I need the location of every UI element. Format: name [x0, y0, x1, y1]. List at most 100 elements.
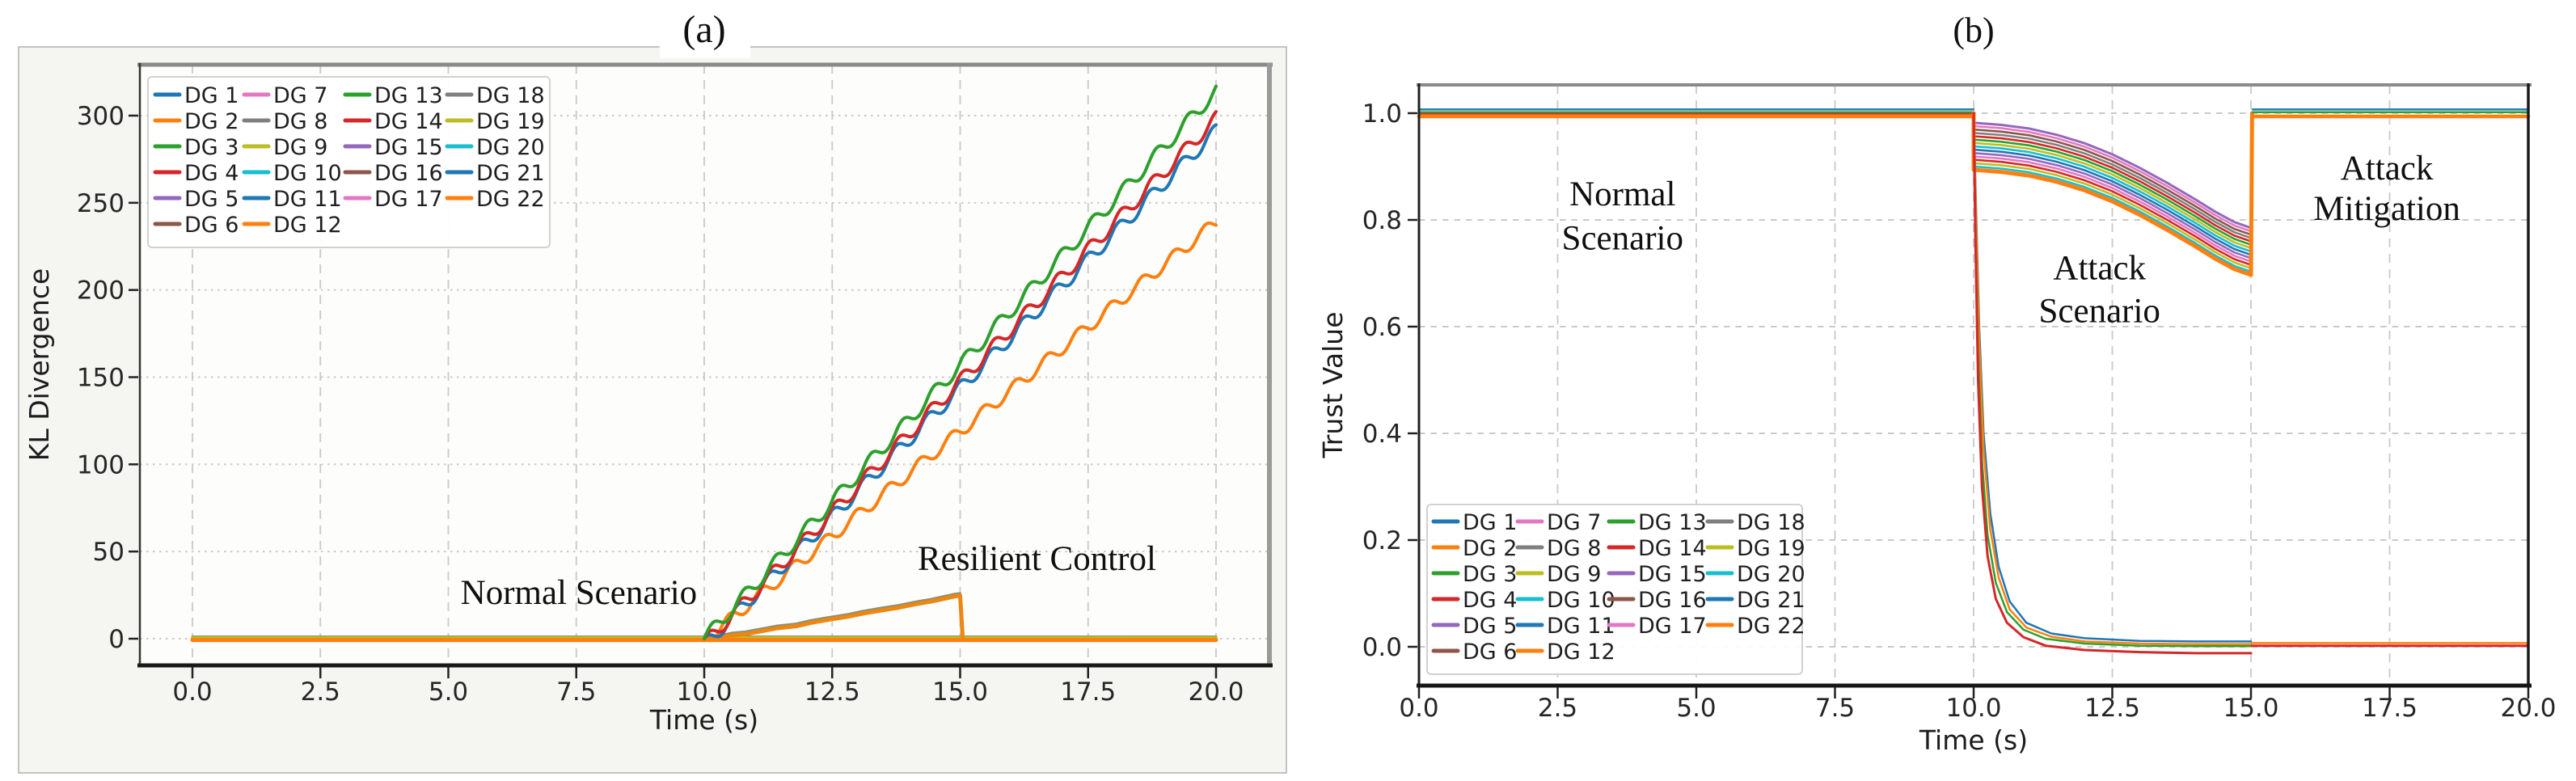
x-tick-label: 12.5 — [804, 678, 860, 707]
x-tick-label: 20.0 — [1188, 678, 1244, 707]
annotation-resilient-control: Resilient Control — [918, 540, 1156, 578]
trust-band-8 — [1972, 112, 2253, 256]
x-tick-label: 0.0 — [1399, 694, 1438, 723]
figure-b: 0.0 2.5 5.0 7.5 10.0 12.5 15.0 17.5 20.0 0.0 0.2 0.… — [1317, 11, 2557, 756]
y-axis-label-a: KL Divergence — [23, 268, 55, 462]
panel-a-title: (a) — [682, 8, 725, 51]
y-axis-label-b: Trust Value — [1317, 311, 1349, 458]
x-tick-label: 5.0 — [1676, 694, 1716, 723]
figure-a: 0.0 2.5 5.0 7.5 10.0 12.5 15.0 17.5 20.0 0 50 100 15… — [18, 6, 1287, 774]
y-tick-label: 250 — [77, 189, 125, 218]
legend-label: DG 19 — [476, 109, 545, 134]
legend-label: DG 14 — [374, 109, 443, 134]
legend-label: DG 1 — [184, 83, 239, 108]
trust-band-12 — [1972, 112, 2253, 270]
legend-label: DG 11 — [273, 187, 342, 212]
trust-band-1 — [1972, 112, 2253, 233]
legend-label: DG 13 — [374, 83, 443, 108]
resilient-control-shadow — [703, 592, 965, 638]
y-tick-label: 0 — [108, 625, 125, 654]
annotation-normal-scenario: Normal Scenario — [461, 574, 698, 612]
trust-band-0 — [1972, 112, 2253, 230]
title-patch — [660, 6, 750, 58]
y-tick-label: 0.6 — [1362, 313, 1402, 342]
trust-band-6 — [1972, 112, 2253, 250]
annotation-attack-mitigation-line1: Attack — [2341, 150, 2434, 188]
legend-label: DG 22 — [1737, 614, 1805, 639]
kl-ramp-red — [703, 110, 1218, 640]
trust-band-14 — [1971, 111, 2254, 277]
legend-label: DG 12 — [1547, 640, 1615, 665]
legend-label: DG 21 — [476, 161, 545, 186]
trust-band-2 — [1972, 112, 2253, 236]
legend-label: DG 15 — [374, 135, 443, 160]
legend-label: DG 10 — [1547, 588, 1615, 613]
x-tick-label: 10.0 — [676, 678, 732, 707]
legend-label: DG 11 — [1547, 614, 1615, 639]
legend-label: DG 20 — [476, 135, 545, 160]
y-tick-label: 0.0 — [1362, 633, 1402, 662]
annotation-attack-mitigation-line2: Mitigation — [2313, 190, 2460, 228]
legend-label: DG 13 — [1638, 510, 1707, 535]
legend-label: DG 9 — [1547, 562, 1601, 587]
y-tick-label: 300 — [77, 102, 125, 131]
legend-label: DG 17 — [374, 187, 443, 212]
x-tick-label: 7.5 — [556, 678, 596, 707]
x-tick-label: 2.5 — [301, 678, 340, 707]
legend-label: DG 14 — [1638, 536, 1707, 561]
attacked-orange — [1972, 112, 2253, 645]
legend-label: DG 17 — [1638, 614, 1707, 639]
trust-band-13 — [1972, 112, 2253, 273]
annotation-attack-scenario-line2: Scenario — [2039, 293, 2160, 331]
trust-band-4 — [1972, 112, 2253, 243]
y-tick-label: 0.2 — [1362, 526, 1402, 555]
legend-label: DG 16 — [1638, 588, 1707, 613]
x-tick-label: 20.0 — [2500, 694, 2556, 723]
y-tick-label: 200 — [77, 277, 125, 306]
attacked-red — [1972, 112, 2253, 655]
x-tick-label: 17.5 — [2362, 694, 2418, 723]
legend-label: DG 6 — [184, 213, 239, 238]
legend-label: DG 8 — [273, 109, 327, 134]
legend-label: DG 22 — [476, 187, 545, 212]
trust-band-5 — [1972, 112, 2253, 246]
x-tick-label: 15.0 — [2223, 694, 2278, 723]
legend-label: DG 19 — [1737, 536, 1805, 561]
legend-label: DG 2 — [184, 109, 239, 134]
legend-label: DG 4 — [184, 161, 239, 186]
legend-label: DG 9 — [273, 135, 327, 160]
legend-label: DG 18 — [1737, 510, 1805, 535]
trust-band-3 — [1972, 112, 2253, 239]
y-tick-label: 1.0 — [1362, 99, 1402, 129]
legend-label: DG 4 — [1463, 588, 1517, 613]
legend-label: DG 8 — [1547, 536, 1601, 561]
legend-label: DG 5 — [184, 187, 239, 212]
legend-b: DG 1DG 2DG 3DG 4DG 5DG 6DG 7DG 8DG 9DG 1… — [1426, 504, 1805, 675]
legend-a: DG 1DG 2DG 3DG 4DG 5DG 6DG 7DG 8DG 9DG 1… — [147, 76, 551, 248]
y-tick-label: 100 — [77, 450, 125, 479]
x-tick-label: 17.5 — [1060, 678, 1116, 707]
x-tick-label: 10.0 — [1945, 694, 2001, 723]
x-tick-label: 0.0 — [172, 678, 212, 707]
y-tick-label: 150 — [77, 363, 125, 392]
x-tick-label: 15.0 — [932, 678, 988, 707]
legend-label: DG 7 — [273, 83, 327, 108]
legend-label: DG 10 — [273, 161, 342, 186]
panel-b-title: (b) — [1953, 11, 1994, 50]
trust-band-7 — [1972, 112, 2253, 253]
x-axis-label-b: Time (s) — [1919, 724, 2028, 756]
y-tick-label: 0.4 — [1362, 420, 1402, 449]
resilient-control-line — [702, 593, 965, 641]
trust-band-10 — [1972, 112, 2253, 263]
legend-label: DG 15 — [1638, 562, 1707, 587]
legend-label: DG 6 — [1463, 640, 1517, 665]
trust-band-11 — [1972, 112, 2253, 266]
x-tick-label: 5.0 — [429, 678, 468, 707]
x-tick-label: 2.5 — [1538, 694, 1577, 723]
x-axis-label-a: Time (s) — [649, 704, 758, 736]
annotation-normal-scenario-line2: Scenario — [1562, 219, 1683, 257]
legend-label: DG 2 — [1463, 536, 1517, 561]
kl-ramp-green — [703, 84, 1218, 640]
